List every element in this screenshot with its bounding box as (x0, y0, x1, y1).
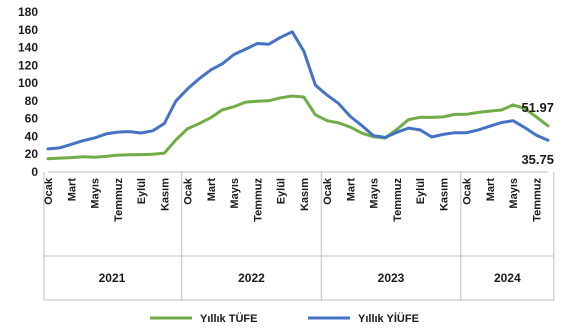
y-tick-label: 0 (31, 165, 38, 179)
y-tick-label: 100 (18, 76, 38, 90)
x-tick-label: Ocak (43, 177, 55, 205)
y-tick-label: 60 (25, 112, 39, 126)
x-tick-label: Temmuz (531, 178, 543, 222)
series-line-0 (46, 94, 550, 161)
x-tick-label: Ocak (462, 177, 474, 205)
x-tick-label: Temmuz (252, 178, 264, 222)
x-tick-label: Kasım (299, 178, 311, 211)
y-axis: 0 20 40 60 80 100 120 140 160 180 (18, 5, 38, 179)
x-tick-label: Mart (345, 178, 357, 202)
x-tick-label: Mayıs (508, 178, 520, 209)
x-tick-label: Ocak (183, 177, 195, 205)
y-tick-label: 160 (18, 23, 38, 37)
x-tick-label: Mart (66, 178, 78, 202)
x-tick-label: Kasım (159, 178, 171, 211)
x-tick-label: Mayıs (90, 178, 102, 209)
legend-label: Yıllık YİÜFE (358, 312, 419, 325)
x-tick-label: Eylül (276, 178, 288, 204)
end-labels: 51.97 35.75 (521, 100, 554, 167)
end-value-label: 35.75 (521, 152, 554, 167)
x-tick-label: Eylül (136, 178, 148, 204)
series-layer (46, 30, 550, 161)
x-axis: Ocak Mart Mayıs Temmuz Eylül Kasım Ocak Mart May… (43, 171, 555, 301)
x-tick-label: Mayıs (369, 178, 381, 209)
legend: Yıllık TÜFE Yıllık YİÜFE (150, 312, 419, 325)
year-label: 2022 (238, 271, 265, 285)
y-tick-label: 20 (25, 147, 39, 161)
x-tick-label: Mart (485, 178, 497, 202)
x-tick-label: Kasım (438, 178, 450, 211)
end-value-label: 51.97 (521, 100, 554, 115)
x-tick-label: Temmuz (392, 178, 404, 222)
year-label: 2021 (99, 271, 126, 285)
x-tick-label: Eylül (415, 178, 427, 204)
series-line-1 (46, 30, 550, 151)
legend-label: Yıllık TÜFE (200, 312, 257, 325)
x-tick-label: Mart (206, 178, 218, 202)
year-label: 2024 (494, 271, 521, 285)
x-tick-label: Ocak (322, 177, 334, 205)
x-tick-label: Mayıs (229, 178, 241, 209)
y-tick-label: 120 (18, 58, 38, 72)
y-tick-label: 140 (18, 41, 38, 55)
year-label: 2023 (378, 271, 405, 285)
y-tick-label: 40 (25, 129, 39, 143)
y-tick-label: 180 (18, 5, 38, 19)
x-tick-label: Temmuz (113, 178, 125, 222)
y-tick-label: 80 (25, 94, 39, 108)
